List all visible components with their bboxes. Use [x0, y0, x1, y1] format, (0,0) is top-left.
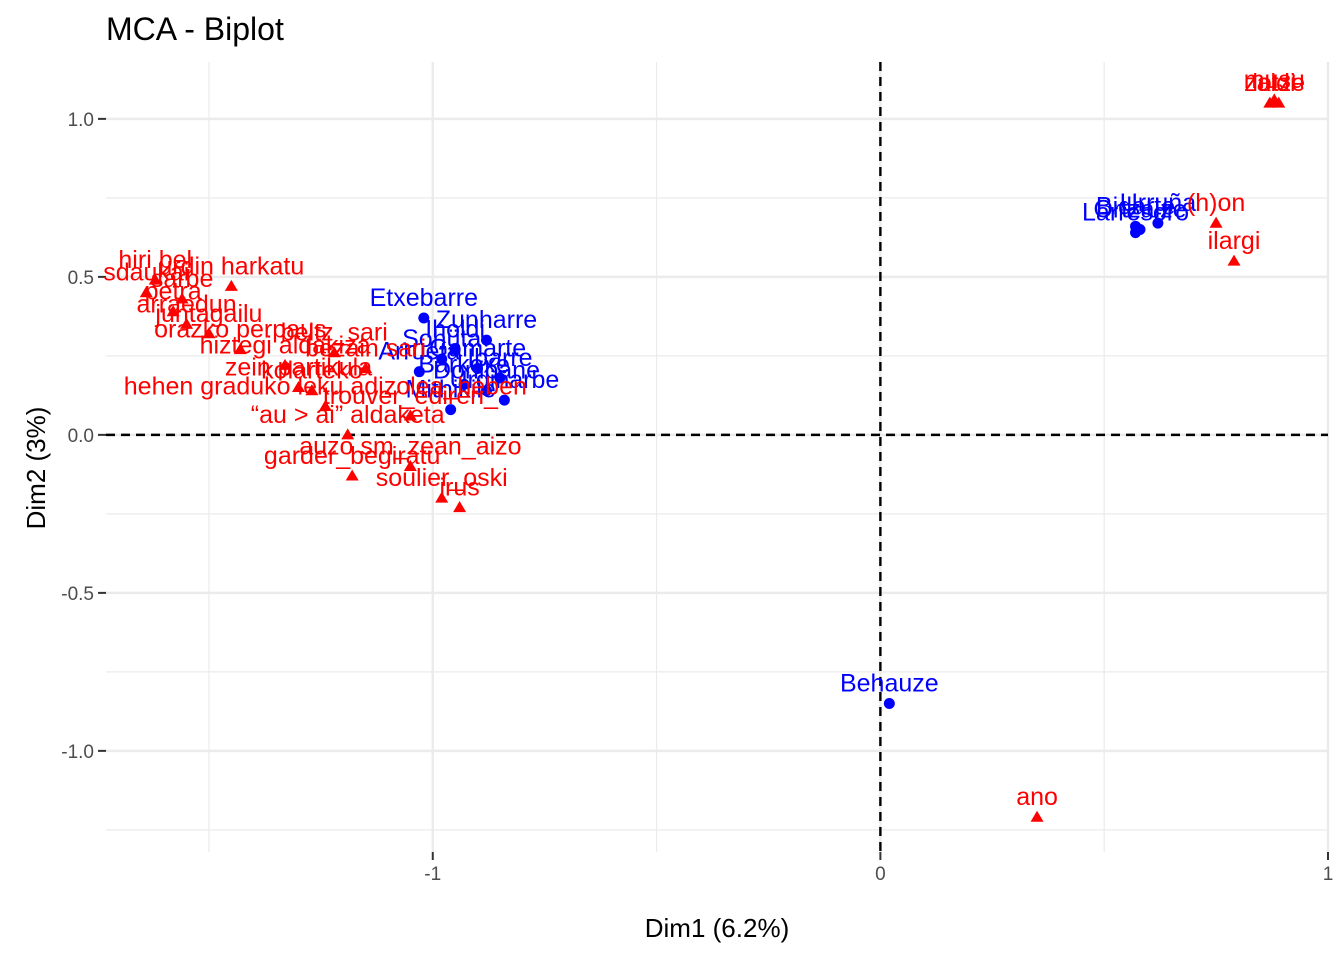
- point-marker: [359, 362, 373, 374]
- y-axis-title: Dim2 (3%): [21, 407, 51, 530]
- point-marker: [883, 697, 895, 709]
- y-tick-label: -1.0: [61, 742, 94, 763]
- point-label: soulier_oski: [376, 464, 508, 492]
- point-marker: [435, 491, 449, 503]
- point-marker: [305, 384, 319, 396]
- point-marker: [202, 327, 216, 339]
- point-marker: [1134, 223, 1146, 235]
- x-tick-label: 1: [1323, 864, 1334, 885]
- point-label: garder_begiratu: [264, 442, 441, 470]
- point-label: Etxebarre: [370, 284, 478, 312]
- point-label: arraedun: [137, 290, 237, 318]
- point-marker: [180, 317, 194, 329]
- point-label: ilargi: [1208, 227, 1261, 255]
- point-marker: [1263, 96, 1277, 108]
- point-label: Larresoro: [1082, 199, 1189, 227]
- point-label: zaldi: [1244, 69, 1295, 97]
- point-label: Gamarte: [429, 335, 526, 363]
- point-label: urdin harkatu: [158, 252, 304, 280]
- point-marker: [498, 394, 510, 406]
- point-label: beltz_sari: [281, 319, 388, 347]
- point-label: Zunharre: [436, 306, 537, 334]
- x-axis-title: Dim1 (6.2%): [645, 913, 789, 943]
- y-tick-label: 1.0: [68, 110, 94, 131]
- point-label: Ortzaize: [1093, 195, 1186, 223]
- point-label: kolarteko: [261, 357, 362, 385]
- point-marker: [175, 292, 189, 304]
- point-marker: [1272, 96, 1286, 108]
- point-marker: [233, 343, 247, 355]
- point-label: auzo sm_zean_aizo: [299, 432, 521, 460]
- point-marker: [494, 372, 506, 384]
- point-marker: [139, 286, 153, 298]
- point-marker: [480, 334, 492, 346]
- point-marker: [453, 501, 467, 513]
- point-marker: [327, 346, 341, 358]
- point-label: sarbe: [151, 265, 214, 293]
- point-label: Donibane: [433, 357, 540, 385]
- point-label: hiri bel: [118, 246, 192, 274]
- point-marker: [445, 404, 457, 416]
- point-marker: [1209, 216, 1223, 228]
- chart-title: MCA - Biplot: [106, 11, 284, 47]
- point-marker: [224, 279, 238, 291]
- point-label: Mithikile: [406, 376, 496, 404]
- point-marker: [1152, 217, 1164, 229]
- point-label: orazko perpaus: [154, 316, 326, 344]
- point-marker: [291, 380, 305, 393]
- point-label: irus: [439, 474, 479, 502]
- point-marker: [449, 344, 461, 356]
- x-tick-label: 0: [875, 864, 886, 885]
- point-marker: [278, 358, 292, 370]
- point-label: Sohüta: [402, 325, 481, 353]
- point-label: Urdiñarbe: [449, 366, 559, 394]
- y-tick-label: 0.0: [68, 426, 94, 447]
- point-label: Bidarte: [1096, 192, 1175, 220]
- grid-minor: [106, 62, 1328, 852]
- point-label: Iholdi: [425, 316, 485, 344]
- point-label: zein partikula: [225, 353, 372, 381]
- point-label: hiztegi aldakiza: [200, 331, 371, 359]
- point-marker: [148, 273, 162, 285]
- x-tick-label: -1: [424, 864, 441, 885]
- point-marker: [403, 409, 417, 421]
- point-label: (h)on: [1187, 189, 1245, 217]
- point-label: musu: [1244, 66, 1305, 94]
- point-label: sdaukai: [103, 259, 189, 287]
- point-label: Barkoxe: [418, 350, 510, 378]
- point-marker: [472, 363, 484, 375]
- point-label: Ibarre: [467, 344, 532, 372]
- point-label: Arrueta: [378, 338, 460, 366]
- point-marker: [1227, 254, 1241, 266]
- reference-lines: [106, 62, 1328, 852]
- point-marker: [436, 353, 448, 365]
- point-marker: [166, 305, 180, 317]
- point-label: Urruña: [1120, 189, 1197, 217]
- point-label: trouver_edireri_: [323, 382, 499, 410]
- point-marker: [403, 459, 417, 472]
- point-marker: [458, 378, 470, 390]
- point-label: hehen graduko leku adizolea_heben: [124, 372, 527, 400]
- y-tick-label: 0.5: [68, 268, 94, 289]
- y-tick-label: -0.5: [61, 584, 94, 605]
- point-marker: [1030, 810, 1044, 822]
- point-marker: [341, 428, 355, 440]
- point-marker: [413, 366, 425, 378]
- point-marker: [318, 399, 332, 411]
- point-label: Behauze: [840, 669, 939, 697]
- point-marker: [345, 469, 359, 481]
- point-marker: [480, 385, 492, 397]
- point-label: bezain sari: [305, 335, 426, 363]
- point-label: lotze: [1252, 69, 1305, 97]
- point-label: ano: [1016, 783, 1058, 811]
- axis-ticks: -1 0 1 -1.0 -0.5 0.0 0.5 1.0: [61, 110, 1333, 885]
- point-marker: [418, 312, 430, 324]
